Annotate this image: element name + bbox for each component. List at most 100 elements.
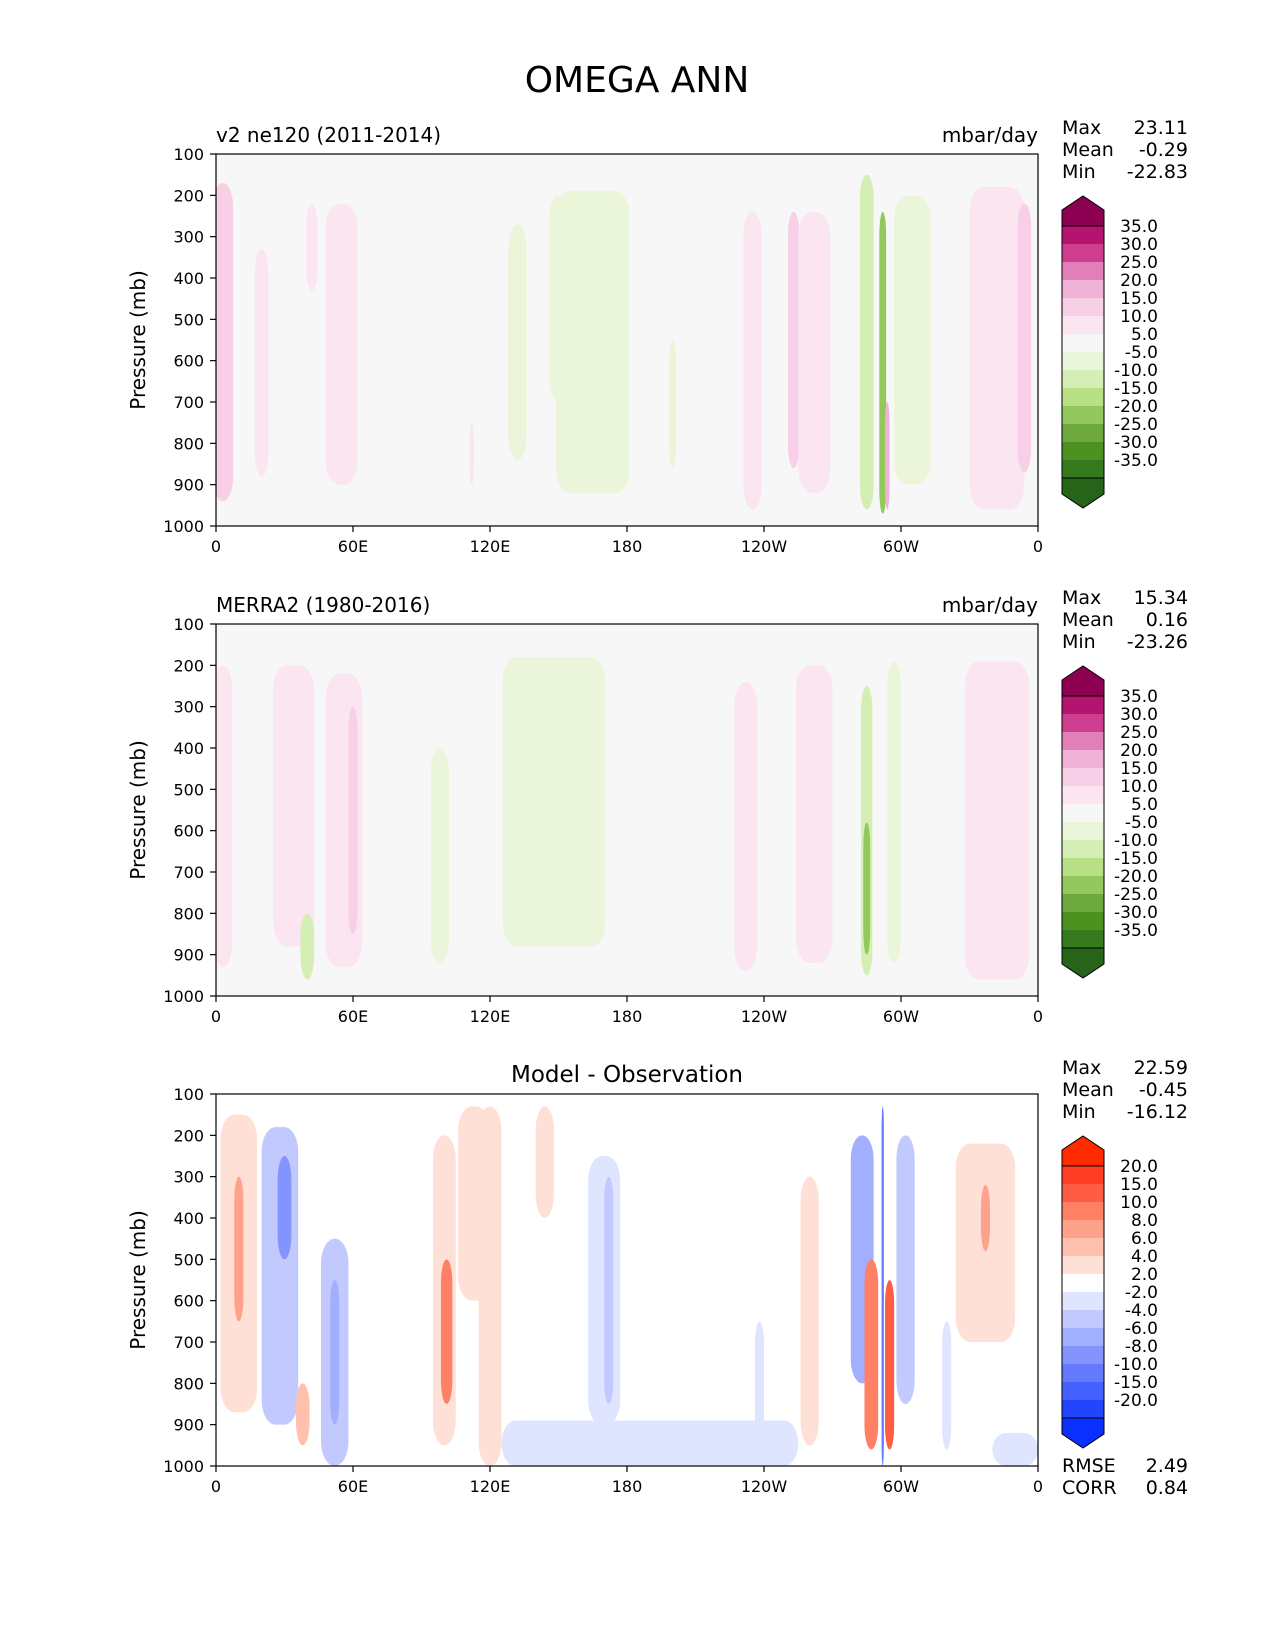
x-tick-label: 60E: [338, 537, 368, 556]
colorbar-level-label: 20.0: [1120, 1157, 1158, 1177]
colorbar-cell: [1062, 406, 1104, 424]
colorbar-cell: [1062, 1166, 1104, 1184]
colorbar: 20.015.010.08.06.04.02.0-2.0-4.0-6.0-8.0…: [1061, 1135, 1158, 1449]
x-tick-label: 0: [211, 1007, 221, 1026]
colorbar-cell: [1062, 732, 1104, 750]
x-tick-label: 120E: [470, 537, 511, 556]
contour-feature: [743, 211, 762, 510]
colorbar-level-label: -20.0: [1114, 397, 1158, 417]
x-tick-label: 180: [612, 1007, 643, 1026]
contour-feature: [881, 1106, 884, 1466]
colorbar-extend-top: [1061, 1135, 1105, 1167]
stat-value-corr: 0.84: [1146, 1477, 1188, 1499]
contour-feature: [864, 1259, 879, 1450]
colorbar-cell: [1062, 280, 1104, 298]
colorbar-level-label: 15.0: [1120, 759, 1158, 779]
colorbar-frame: [1061, 695, 1105, 949]
colorbar-level-label: 8.0: [1131, 1211, 1158, 1231]
colorbar-cell: [1062, 352, 1104, 370]
colorbar-level-label: 10.0: [1120, 1193, 1158, 1213]
contour-feature: [295, 1383, 310, 1446]
contour-field: [220, 1106, 1038, 1466]
colorbar-level-label: -25.0: [1114, 415, 1158, 435]
colorbar-level-label: -6.0: [1125, 1319, 1158, 1339]
colorbar-level-label: -35.0: [1114, 451, 1158, 471]
stat-value-min: -23.26: [1127, 631, 1188, 653]
contour-feature: [879, 211, 887, 514]
colorbar-level-label: -8.0: [1125, 1337, 1158, 1357]
colorbar-level-label: 25.0: [1120, 723, 1158, 743]
colorbar-level-label: -15.0: [1114, 849, 1158, 869]
y-tick-label: 800: [173, 904, 204, 923]
contour-feature: [859, 174, 874, 510]
contour-feature: [535, 1106, 554, 1218]
contour-feature: [348, 706, 358, 934]
x-tick-label: 0: [211, 537, 221, 556]
colorbar-cell: [1062, 1274, 1104, 1292]
y-tick-label: 700: [173, 393, 204, 412]
x-tick-label: 60E: [338, 1477, 368, 1496]
contour-feature: [273, 665, 315, 947]
contour-feature: [458, 1106, 490, 1301]
y-tick-label: 200: [173, 656, 204, 675]
colorbar-cell: [1062, 1202, 1104, 1220]
contour-feature: [896, 1135, 915, 1404]
y-axis-label: Pressure (mb): [126, 740, 150, 880]
colorbar-level-label: -35.0: [1114, 921, 1158, 941]
colorbar-level-label: -2.0: [1125, 1283, 1158, 1303]
figure-title: OMEGA ANN: [525, 60, 750, 101]
contour-feature: [300, 913, 315, 980]
colorbar-level-label: 20.0: [1120, 741, 1158, 761]
x-tick-label: 120W: [741, 1477, 788, 1496]
colorbar-level-label: 35.0: [1120, 217, 1158, 237]
colorbar-cell: [1062, 1328, 1104, 1346]
stat-value-mean: -0.45: [1139, 1079, 1188, 1101]
colorbar-cell: [1062, 1220, 1104, 1238]
colorbar-cell: [1062, 226, 1104, 244]
colorbar-level-label: 10.0: [1120, 777, 1158, 797]
y-tick-label: 800: [173, 434, 204, 453]
x-tick-label: 120W: [741, 1007, 788, 1026]
colorbar-cell: [1062, 768, 1104, 786]
colorbar-cell: [1062, 298, 1104, 316]
colorbar-cell: [1062, 244, 1104, 262]
colorbar-cell: [1062, 388, 1104, 406]
stat-label-rmse: RMSE: [1062, 1455, 1116, 1477]
colorbar-cell: [1062, 786, 1104, 804]
colorbar-cell: [1062, 912, 1104, 930]
colorbar-frame: [1061, 225, 1105, 479]
y-tick-label: 200: [173, 186, 204, 205]
stat-label-mean: Mean: [1062, 1079, 1114, 1101]
y-tick-label: 1000: [163, 987, 204, 1006]
colorbar-level-label: -5.0: [1125, 813, 1158, 833]
colorbar-cell: [1062, 424, 1104, 442]
contour-feature: [754, 1321, 764, 1458]
stat-label-mean: Mean: [1062, 609, 1114, 631]
colorbar-level-label: 6.0: [1131, 1229, 1158, 1249]
stat-label-mean: Mean: [1062, 139, 1114, 161]
contour-feature: [964, 661, 1029, 980]
colorbar-cell: [1062, 1310, 1104, 1328]
colorbar-cell: [1062, 316, 1104, 334]
panel-left-title: v2 ne120 (2011-2014): [216, 123, 441, 147]
contour-feature: [798, 211, 831, 493]
colorbar-cell: [1062, 442, 1104, 460]
colorbar-level-label: 35.0: [1120, 687, 1158, 707]
x-tick-label: 60W: [883, 1007, 919, 1026]
colorbar-level-label: -25.0: [1114, 885, 1158, 905]
x-tick-label: 120W: [741, 537, 788, 556]
x-tick-label: 0: [1033, 537, 1043, 556]
colorbar-level-label: 20.0: [1120, 271, 1158, 291]
y-tick-label: 500: [173, 780, 204, 799]
y-tick-label: 100: [173, 145, 204, 164]
contour-feature: [942, 1321, 952, 1450]
contour-feature: [325, 203, 358, 485]
contour-feature: [556, 191, 630, 493]
colorbar-level-label: -30.0: [1114, 903, 1158, 923]
y-tick-label: 700: [173, 1333, 204, 1352]
y-tick-label: 300: [173, 698, 204, 717]
colorbar-cell: [1062, 930, 1104, 948]
colorbar-frame: [1061, 1165, 1105, 1419]
y-tick-label: 500: [173, 1250, 204, 1269]
